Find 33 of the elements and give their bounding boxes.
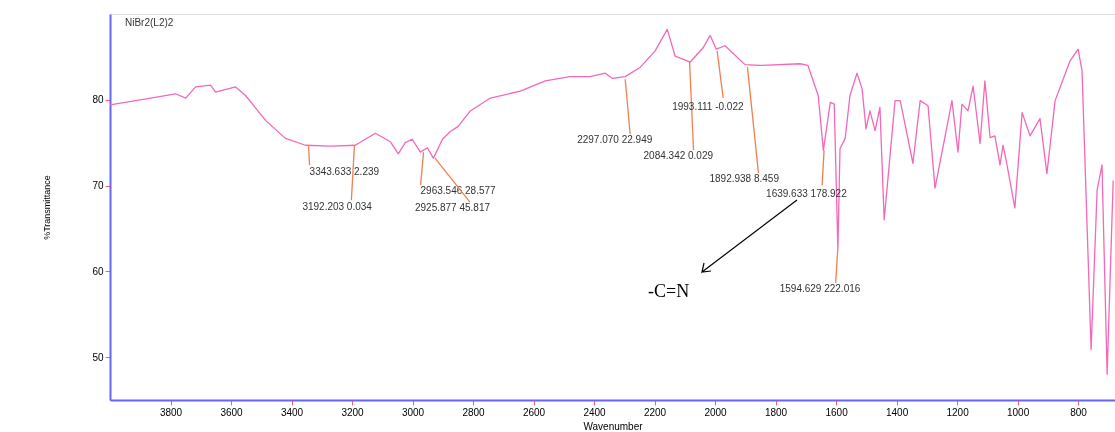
x-tick-label: 1800 bbox=[764, 406, 788, 418]
x-tick-label: 2200 bbox=[643, 406, 667, 418]
y-tick-label: 50 bbox=[92, 351, 104, 363]
line-series bbox=[110, 28, 1114, 375]
annotation: 2963.546 28.577 bbox=[420, 185, 497, 197]
annotation: 3343.633 2.239 bbox=[309, 166, 380, 178]
annotation: 2925.877 45.817 bbox=[414, 202, 491, 214]
x-tick-label: 1200 bbox=[946, 406, 970, 418]
x-tick-label: 2400 bbox=[583, 406, 607, 418]
x-tick-label: 3400 bbox=[280, 406, 304, 418]
annotation: 1594.629 222.016 bbox=[779, 282, 861, 294]
annotation: 2297.070 22.949 bbox=[577, 134, 653, 146]
x-tick-label: 2000 bbox=[704, 406, 728, 418]
annotation: 2084.342 0.029 bbox=[643, 150, 714, 162]
y-axis-title: %Transmittance bbox=[42, 175, 53, 240]
y-tick-label: 70 bbox=[92, 180, 104, 192]
x-tick-label: 1600 bbox=[825, 406, 849, 418]
x-tick-label: 3600 bbox=[220, 406, 244, 418]
x-tick-label: 1000 bbox=[1006, 406, 1030, 418]
x-tick-label: 3000 bbox=[401, 406, 425, 418]
chart-title: NiBr2(L2)2 bbox=[125, 17, 174, 28]
x-tick-label: 3200 bbox=[341, 406, 365, 418]
x-tick-label: 2800 bbox=[462, 406, 486, 418]
x-tick-label: 2600 bbox=[522, 406, 546, 418]
annotation: 1892.938 8.459 bbox=[709, 173, 780, 185]
x-tick-label: 1400 bbox=[885, 406, 909, 418]
annotation: 3192.203 0.034 bbox=[302, 201, 373, 213]
y-tick-label: 60 bbox=[92, 265, 104, 277]
x-tick-label: 800 bbox=[1070, 406, 1088, 418]
y-tick-label: 80 bbox=[92, 94, 104, 106]
annotation: -C=N bbox=[648, 281, 690, 301]
x-tick-label: 3800 bbox=[159, 406, 183, 418]
x-axis-title: Wavenumber bbox=[583, 420, 644, 432]
